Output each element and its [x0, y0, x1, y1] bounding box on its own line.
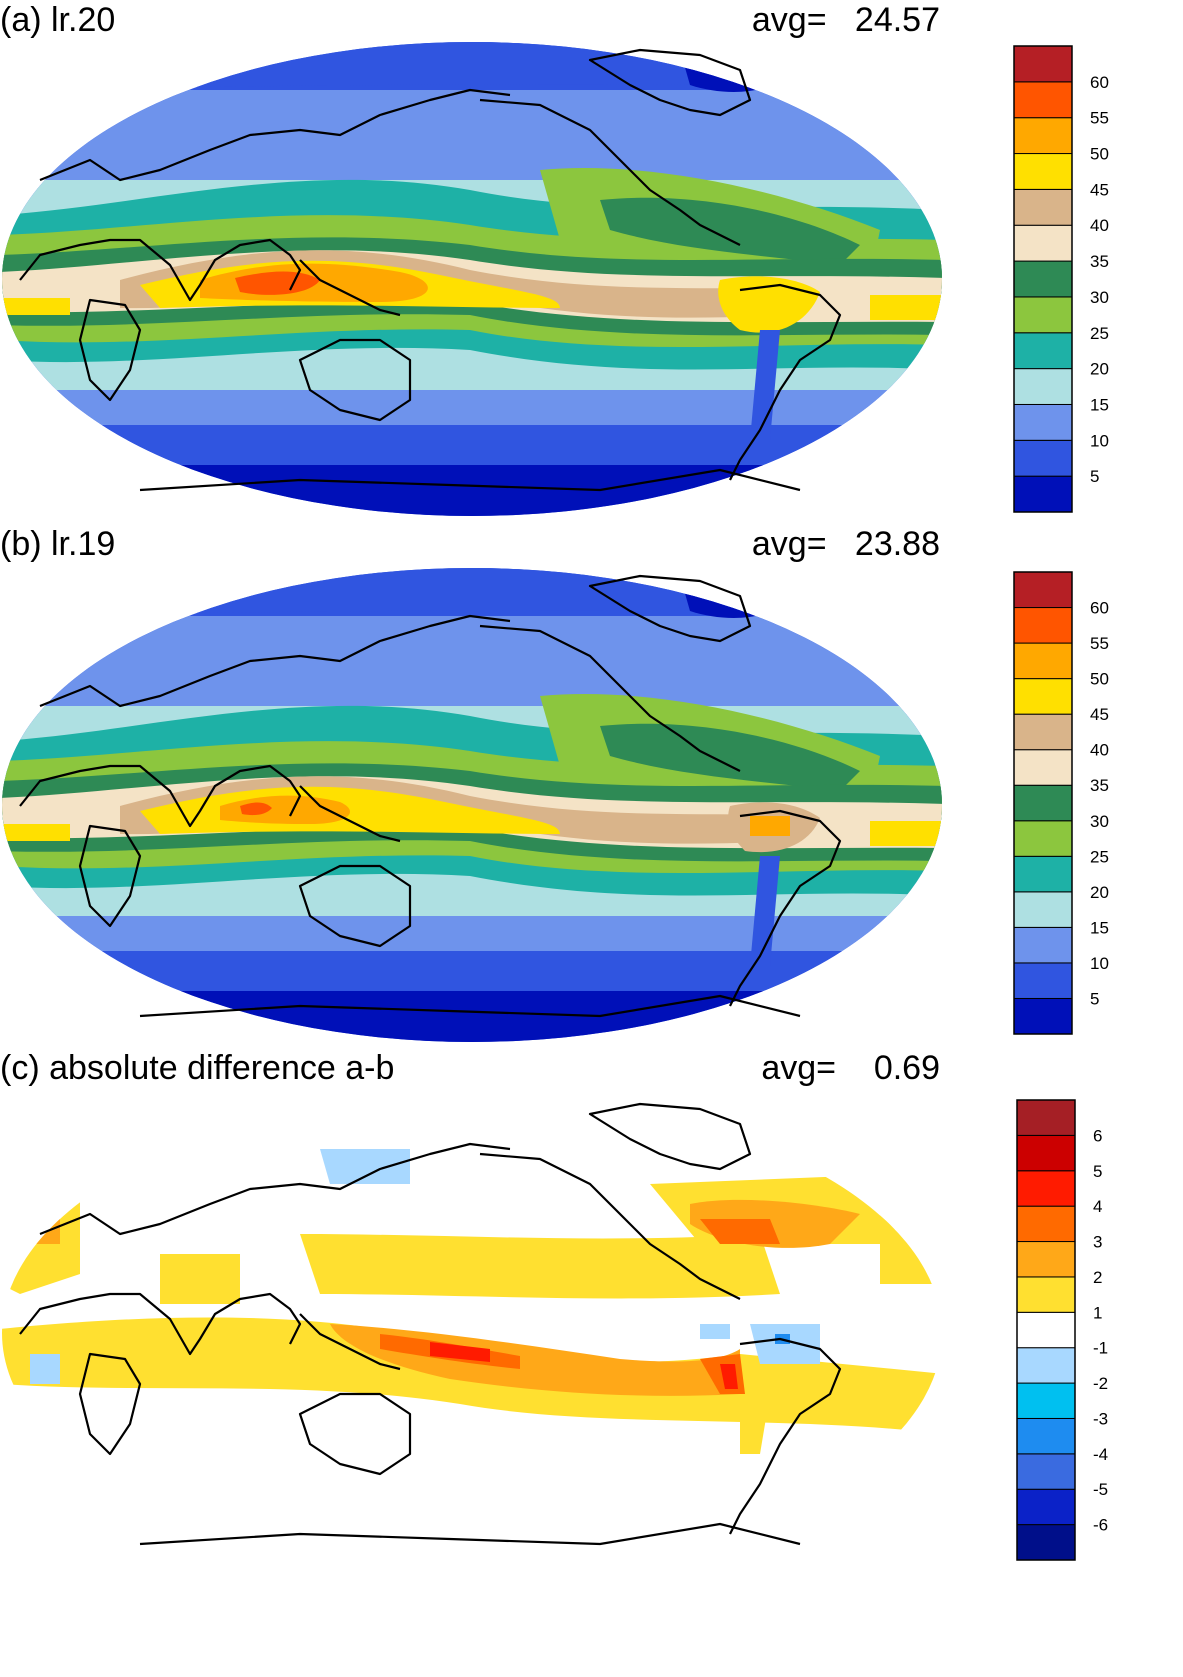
colorbar-c-segment-12: [1016, 1099, 1076, 1136]
colorbar-c-segment-2: [1016, 1453, 1076, 1490]
colorbar-a-segment-2: [1013, 403, 1073, 441]
colorbar-c-tick-label: -5: [1093, 1480, 1108, 1499]
colorbar-c-tick-label: 3: [1093, 1233, 1102, 1252]
panel-a-avg-label: avg=: [751, 1, 827, 39]
colorbar-c-segment-6: [1016, 1311, 1076, 1349]
colorbar-a-tick-label: 30: [1090, 288, 1109, 307]
colorbar-a-segment-6: [1013, 260, 1073, 298]
panel-c-colorbar: -6 -5 -4 -3 -2 -1 1 2 3 4 5 6: [1016, 1099, 1108, 1561]
colorbar-c-segment-3: [1016, 1417, 1076, 1455]
colorbar-b-frame: [1013, 571, 1073, 1035]
panel-a-map: [2, 42, 942, 516]
colorbar-b-segment-6: [1013, 784, 1073, 822]
panel-c-title: (c) absolute difference a-b: [0, 1049, 395, 1087]
colorbar-c-segment-7: [1016, 1276, 1076, 1313]
colorbar-c-segment-0: [1016, 1524, 1076, 1561]
colorbar-c-segment-9: [1016, 1205, 1076, 1243]
panel-a-colorbar: 5 10 15 20 25 30 35 40 45 50 55 60: [1013, 45, 1109, 513]
colorbar-a-segment-4: [1013, 332, 1073, 370]
colorbar-a-frame: [1013, 45, 1073, 513]
panel-b-colorbar: 5 10 15 20 25 30 35 40 45 50 55 60: [1013, 571, 1109, 1035]
colorbar-a-segment-0: [1013, 475, 1073, 513]
colorbar-a-segment-7: [1013, 224, 1073, 262]
colorbar-c-segment-10: [1016, 1170, 1076, 1207]
colorbar-b-tick-label: 40: [1090, 741, 1109, 760]
colorbar-c-tick-label: 6: [1093, 1126, 1102, 1145]
colorbar-c-tick-label: -4: [1093, 1445, 1108, 1464]
colorbar-c-segment-11: [1016, 1134, 1076, 1172]
colorbar-c-tick-label: 1: [1093, 1303, 1102, 1322]
colorbar-b-tick-label: 5: [1090, 989, 1099, 1008]
colorbar-b-tick-label: 30: [1090, 812, 1109, 831]
colorbar-c-tick-label: 5: [1093, 1162, 1102, 1181]
colorbar-c-tick-label: -2: [1093, 1374, 1108, 1393]
colorbar-a-tick-label: 15: [1090, 395, 1109, 414]
colorbar-a-segment-10: [1013, 117, 1073, 155]
colorbar-c-tick-label: 4: [1093, 1197, 1102, 1216]
colorbar-a-segment-8: [1013, 188, 1073, 226]
colorbar-b-tick-label: 60: [1090, 599, 1109, 618]
colorbar-a-tick-label: 45: [1090, 180, 1109, 199]
panel-b-avg: avg= 23.88: [752, 524, 940, 564]
colorbar-b-segment-3: [1013, 891, 1073, 928]
colorbar-b-tick-label: 35: [1090, 776, 1109, 795]
colorbar-a-tick-label: 20: [1090, 360, 1109, 379]
panel-b-title: (b) lr.19: [0, 525, 116, 563]
colorbar-a-segment-11: [1013, 81, 1073, 119]
colorbar-c-segment-1: [1016, 1488, 1076, 1526]
colorbar-a-tick-label: 10: [1090, 431, 1109, 450]
colorbar-b-tick-label: 20: [1090, 883, 1109, 902]
panel-a-avg: avg= 24.57: [752, 0, 940, 40]
colorbar-b-segment-7: [1013, 749, 1073, 786]
panel-a-avg-value: 24.57: [854, 1, 940, 39]
colorbar-b-segment-4: [1013, 855, 1073, 893]
colorbar-a-segment-12: [1013, 45, 1073, 83]
colorbar-c-segment-8: [1016, 1241, 1076, 1278]
colorbar-a-tick-label: 40: [1090, 216, 1109, 235]
colorbar-c-segment-5: [1016, 1347, 1076, 1384]
colorbar-b-segment-12: [1013, 571, 1073, 609]
colorbar-b-segment-5: [1013, 820, 1073, 857]
panel-b-map: [2, 568, 942, 1042]
panel-b-avg-value: 23.88: [854, 525, 940, 563]
panel-c-avg-value: 0.69: [873, 1049, 940, 1087]
colorbar-a-tick-label: 5: [1090, 467, 1099, 486]
colorbar-a-segment-9: [1013, 153, 1073, 190]
panel-b-avg-label: avg=: [751, 525, 827, 563]
colorbar-a-tick-label: 25: [1090, 324, 1109, 343]
panel-c-avg: avg= 0.69: [761, 1048, 940, 1088]
panel-c-avg-label: avg=: [761, 1049, 837, 1087]
panel-c-map: [2, 1096, 942, 1570]
colorbar-b-tick-label: 15: [1090, 918, 1109, 937]
colorbar-b-tick-label: 55: [1090, 634, 1109, 653]
colorbar-c-tick-label: 2: [1093, 1268, 1102, 1287]
colorbar-a-tick-label: 35: [1090, 252, 1109, 271]
colorbar-b-segment-9: [1013, 678, 1073, 715]
colorbar-b-tick-label: 10: [1090, 954, 1109, 973]
colorbar-a-tick-label: 60: [1090, 73, 1109, 92]
colorbar-b-segment-10: [1013, 642, 1073, 680]
colorbar-b-segment-1: [1013, 962, 1073, 999]
colorbar-a-segment-3: [1013, 368, 1073, 405]
colorbar-b-tick-label: 25: [1090, 847, 1109, 866]
colorbar-c-tick-label: -6: [1093, 1516, 1108, 1535]
colorbar-b-tick-label: 45: [1090, 705, 1109, 724]
colorbar-a-tick-label: 55: [1090, 109, 1109, 128]
colorbar-c-segment-4: [1016, 1382, 1076, 1419]
colorbar-c-tick-label: -1: [1093, 1339, 1108, 1358]
colorbar-c-frame: [1016, 1099, 1076, 1561]
colorbar-a-segment-1: [1013, 439, 1073, 477]
colorbar-a-tick-label: 50: [1090, 145, 1109, 164]
colorbar-b-segment-2: [1013, 926, 1073, 964]
colorbar-b-segment-0: [1013, 997, 1073, 1035]
colorbar-c-tick-label: -3: [1093, 1409, 1108, 1428]
colorbar-b-segment-11: [1013, 607, 1073, 644]
colorbar-a-segment-5: [1013, 296, 1073, 334]
colorbar-b-tick-label: 50: [1090, 670, 1109, 689]
colorbar-b-segment-8: [1013, 713, 1073, 751]
panel-a-title: (a) lr.20: [0, 1, 116, 39]
